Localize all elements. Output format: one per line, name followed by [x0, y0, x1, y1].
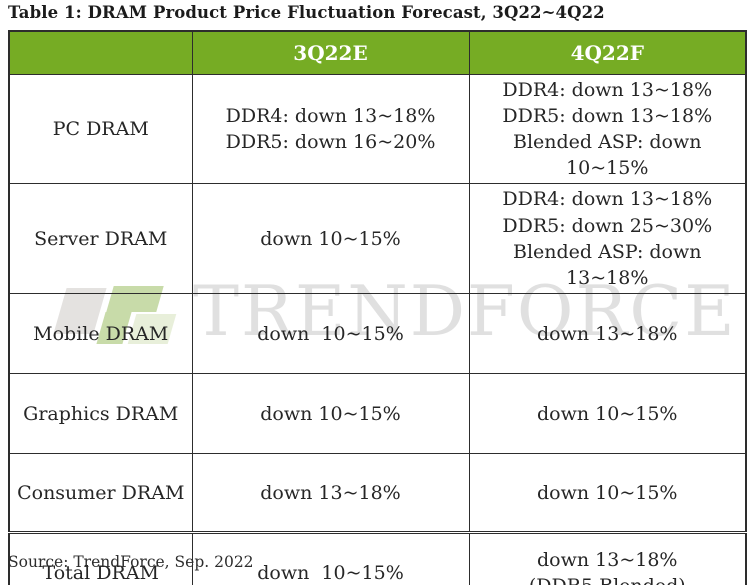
- cell-4q22f: down 10~15%: [468, 373, 747, 455]
- table-row-server-dram: Server DRAM down 10~15% DDR4: down 13~18…: [8, 183, 747, 295]
- table-title: Table 1: DRAM Product Price Fluctuation …: [8, 3, 605, 22]
- header-cell-3q22e: 3Q22E: [191, 30, 470, 75]
- row-label: Mobile DRAM: [8, 293, 193, 375]
- source-note: Source: TrendForce, Sep. 2022: [8, 553, 254, 571]
- cell-4q22f: down 13~18% (DDR5 Blended): [468, 531, 747, 585]
- cell-3q22e: down 10~15%: [191, 531, 470, 585]
- cell-4q22f: down 13~18%: [468, 293, 747, 375]
- cell-3q22e: down 13~18%: [191, 453, 470, 534]
- table-row-consumer-dram: Consumer DRAM down 13~18% down 10~15%: [8, 453, 747, 534]
- dram-forecast-table: 3Q22E 4Q22F PC DRAM DDR4: down 13~18% DD…: [8, 30, 747, 585]
- row-label: PC DRAM: [8, 73, 193, 185]
- cell-4q22f: DDR4: down 13~18% DDR5: down 13~18% Blen…: [468, 73, 747, 185]
- cell-3q22e: down 10~15%: [191, 183, 470, 295]
- row-label: Total DRAM: [8, 531, 193, 585]
- table-row-total-dram: Total DRAM down 10~15% down 13~18% (DDR5…: [8, 531, 747, 585]
- cell-4q22f: down 10~15%: [468, 453, 747, 534]
- table-row-pc-dram: PC DRAM DDR4: down 13~18% DDR5: down 16~…: [8, 73, 747, 185]
- cell-3q22e: DDR4: down 13~18% DDR5: down 16~20%: [191, 73, 470, 185]
- header-cell-product: [8, 30, 193, 75]
- row-label: Graphics DRAM: [8, 373, 193, 455]
- cell-4q22f: DDR4: down 13~18% DDR5: down 25~30% Blen…: [468, 183, 747, 295]
- cell-3q22e: down 10~15%: [191, 293, 470, 375]
- table-row-mobile-dram: Mobile DRAM down 10~15% down 13~18%: [8, 293, 747, 375]
- row-label: Server DRAM: [8, 183, 193, 295]
- header-cell-4q22f: 4Q22F: [468, 30, 747, 75]
- header-row: 3Q22E 4Q22F: [8, 30, 747, 75]
- table-row-graphics-dram: Graphics DRAM down 10~15% down 10~15%: [8, 373, 747, 455]
- row-label: Consumer DRAM: [8, 453, 193, 534]
- cell-3q22e: down 10~15%: [191, 373, 470, 455]
